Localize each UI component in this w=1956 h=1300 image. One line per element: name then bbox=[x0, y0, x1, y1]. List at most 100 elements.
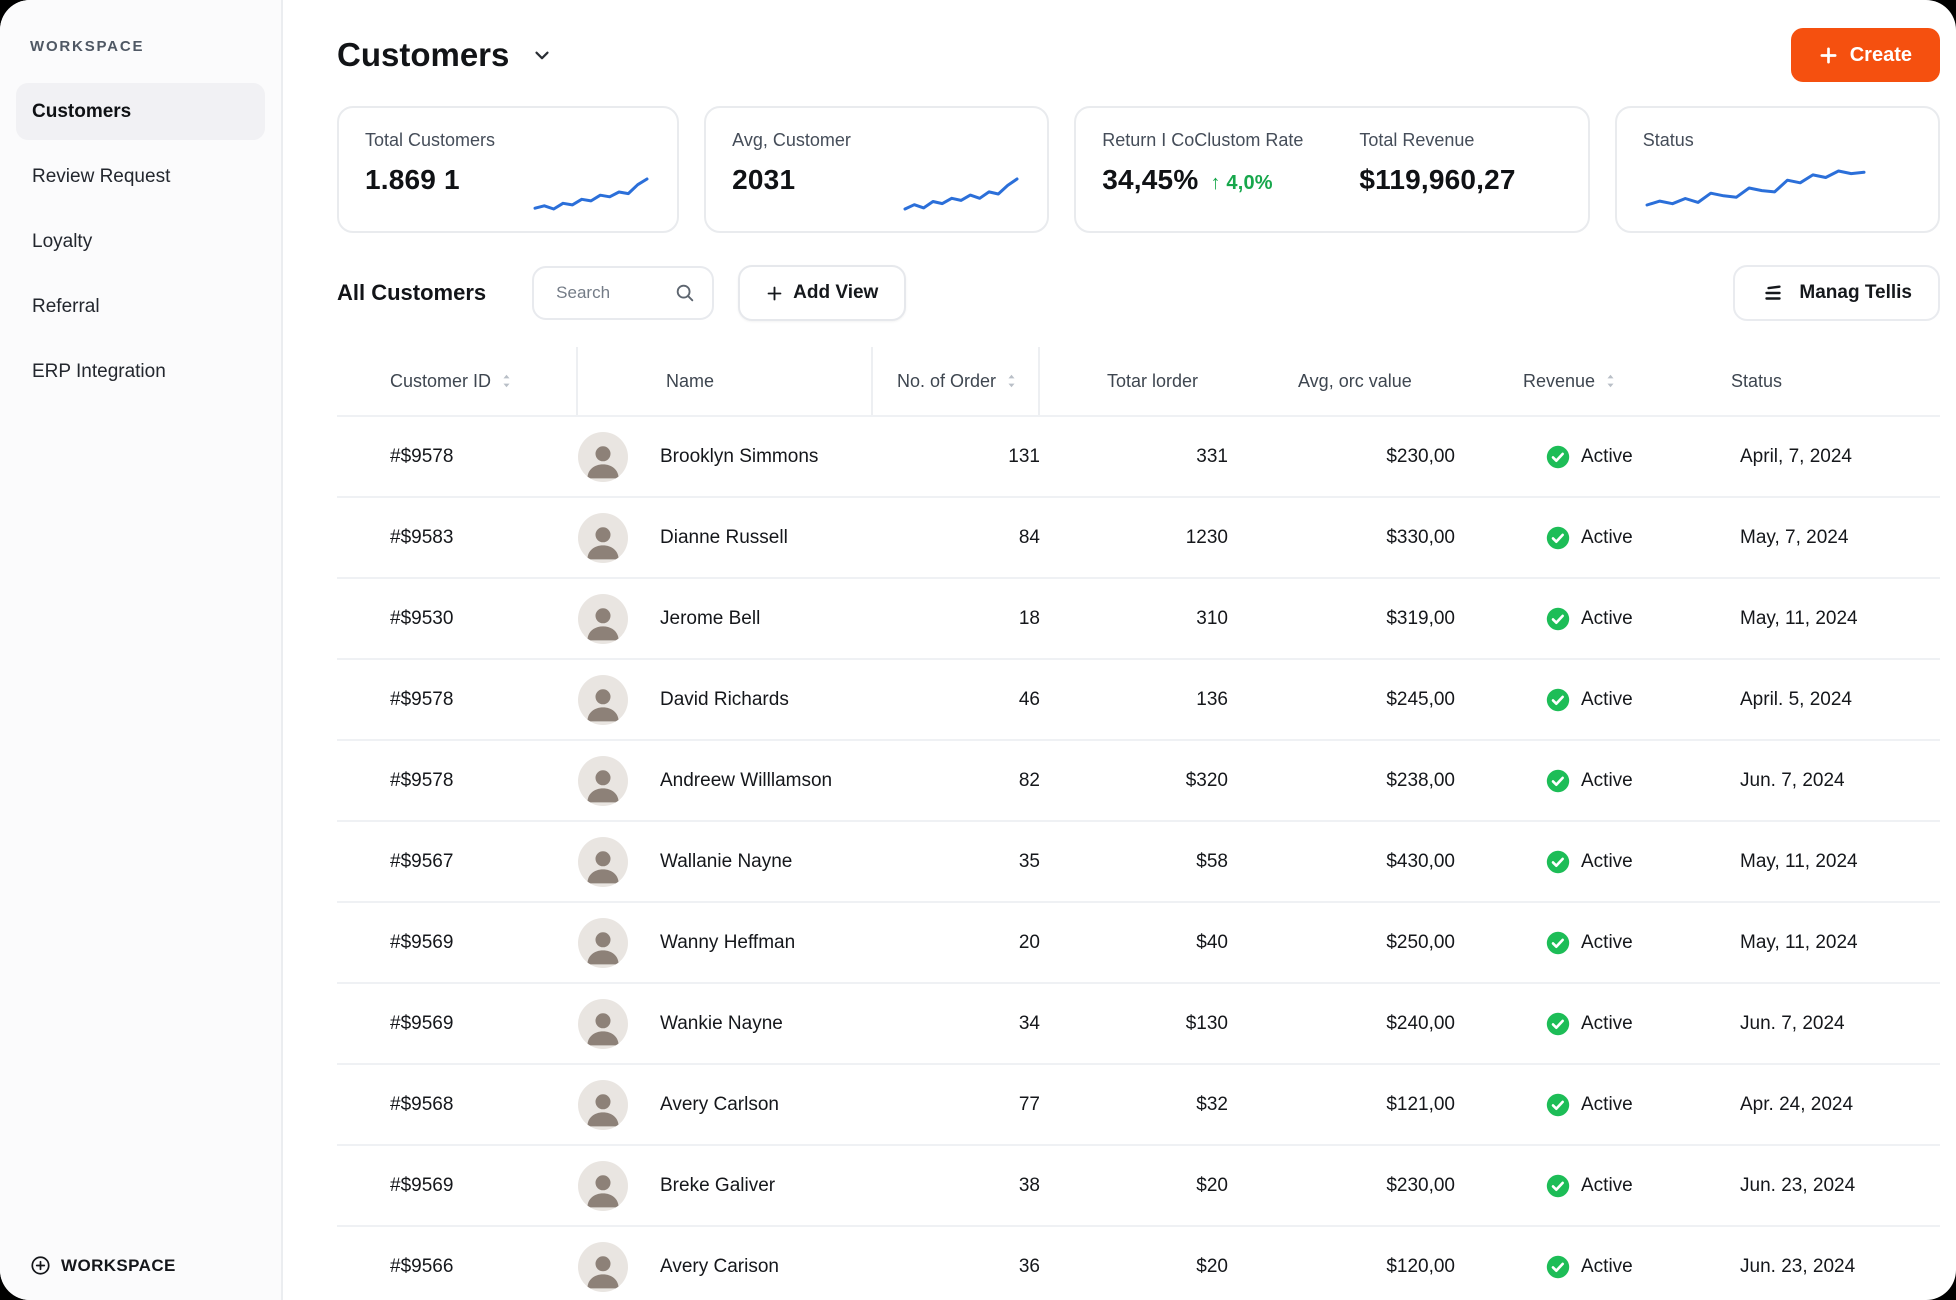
plus-circle-icon bbox=[30, 1255, 51, 1276]
table-row[interactable]: #$9578 Andreew Willlamson 82 $320 $238,0… bbox=[337, 741, 1940, 822]
table-row[interactable]: #$9566 Avery Carison 36 $20 $120,00 Acti… bbox=[337, 1227, 1940, 1300]
plus-icon bbox=[766, 285, 783, 302]
column-header-customer-id[interactable]: Customer ID bbox=[337, 347, 578, 415]
table-row[interactable]: #$9578 David Richards 46 136 $245,00 Act… bbox=[337, 660, 1940, 741]
sidebar: WORKSPACE Customers Review Request Loyal… bbox=[0, 0, 283, 1300]
stats-cards: Total Customers 1.869 1 Avg, Customer 20… bbox=[337, 106, 1940, 233]
customer-name: Wallanie Nayne bbox=[660, 850, 793, 872]
date: Jun. 7, 2024 bbox=[1740, 1012, 1845, 1034]
page-header: Customers Create bbox=[337, 28, 1940, 82]
table-row[interactable]: #$9569 Wanny Heffman 20 $40 $250,00 Acti… bbox=[337, 903, 1940, 984]
orders-cell: 35 bbox=[1018, 850, 1040, 872]
avg-order-value-cell: $330,00 bbox=[1386, 526, 1455, 548]
check-circle-icon bbox=[1545, 687, 1571, 713]
orders-cell: 131 bbox=[1008, 445, 1040, 467]
avg-order-value-cell: $319,00 bbox=[1386, 607, 1455, 629]
table-header-row: Customer ID Name No. of Order Totar lord… bbox=[337, 347, 1940, 417]
status-cell: Active bbox=[1455, 1254, 1690, 1280]
customer-name: Avery Carison bbox=[660, 1255, 779, 1277]
stat-card-total-customers: Total Customers 1.869 1 bbox=[337, 106, 680, 233]
sparkline-chart bbox=[901, 175, 1021, 213]
date-cell: May, 11, 2024 bbox=[1690, 851, 1940, 873]
avatar bbox=[578, 674, 628, 725]
check-circle-icon bbox=[1545, 1173, 1571, 1199]
avg-order-value-cell: $230,00 bbox=[1386, 445, 1455, 467]
status-badge: Active bbox=[1545, 1173, 1633, 1199]
orders-cell: 18 bbox=[1018, 607, 1040, 629]
add-view-button[interactable]: Add View bbox=[738, 265, 907, 321]
status-cell: Active bbox=[1455, 1011, 1690, 1037]
column-header-no-of-order[interactable]: No. of Order bbox=[873, 347, 1040, 415]
total-order-cell: 331 bbox=[1196, 445, 1228, 467]
avg-order-value-cell: $121,00 bbox=[1386, 1093, 1455, 1115]
column-header-status: Status bbox=[1731, 370, 1783, 391]
customer-id-cell: #$9566 bbox=[390, 1255, 454, 1277]
date-cell: April. 5, 2024 bbox=[1690, 689, 1940, 711]
avatar bbox=[578, 593, 628, 644]
stat-value: 1.869 1 bbox=[365, 164, 460, 195]
column-header-revenue[interactable]: Revenue bbox=[1455, 347, 1690, 415]
orders-cell: 36 bbox=[1018, 1255, 1040, 1277]
customer-name-cell: Andreew Willlamson bbox=[578, 755, 873, 806]
table-row[interactable]: #$9569 Wankie Nayne 34 $130 $240,00 Acti… bbox=[337, 984, 1940, 1065]
customer-id-cell: #$9578 bbox=[390, 445, 454, 467]
customers-table: Customer ID Name No. of Order Totar lord… bbox=[337, 347, 1940, 1300]
workspace-switcher[interactable]: WORKSPACE bbox=[30, 1255, 176, 1276]
table-row[interactable]: #$9578 Brooklyn Simmons 131 331 $230,00 … bbox=[337, 417, 1940, 498]
status-cell: Active bbox=[1455, 768, 1690, 794]
customer-name: David Richards bbox=[660, 688, 789, 710]
avatar bbox=[578, 512, 628, 563]
sidebar-item-customers[interactable]: Customers bbox=[16, 83, 265, 140]
search-input[interactable] bbox=[554, 282, 665, 304]
avg-order-value-cell: $245,00 bbox=[1386, 688, 1455, 710]
orders-cell: 20 bbox=[1018, 931, 1040, 953]
customer-name-cell: Jerome Bell bbox=[578, 593, 873, 644]
customer-id-cell: #$9569 bbox=[390, 1012, 454, 1034]
date: May, 11, 2024 bbox=[1740, 607, 1858, 629]
customer-name-cell: David Richards bbox=[578, 674, 873, 725]
avatar bbox=[578, 917, 628, 968]
sidebar-item-erp-integration[interactable]: ERP Integration bbox=[32, 360, 166, 382]
plus-icon bbox=[1819, 46, 1838, 65]
date-cell: Jun. 23, 2024 bbox=[1690, 1175, 1940, 1197]
date: May, 11, 2024 bbox=[1740, 931, 1858, 953]
table-row[interactable]: #$9530 Jerome Bell 18 310 $319,00 Active… bbox=[337, 579, 1940, 660]
list-lines-icon bbox=[1761, 281, 1785, 305]
date: May, 7, 2024 bbox=[1740, 526, 1849, 548]
avg-order-value-cell: $230,00 bbox=[1386, 1174, 1455, 1196]
manage-tables-button[interactable]: Manag Tellis bbox=[1733, 265, 1940, 321]
column-header-total-order: Totar lorder bbox=[1107, 370, 1199, 391]
sidebar-item-review-request[interactable]: Review Request bbox=[32, 165, 171, 187]
column-header-avg-order-value: Avg, orc value bbox=[1298, 370, 1412, 391]
sidebar-item-loyalty[interactable]: Loyalty bbox=[32, 230, 93, 252]
table-row[interactable]: #$9569 Breke Galiver 38 $20 $230,00 Acti… bbox=[337, 1146, 1940, 1227]
orders-cell: 82 bbox=[1018, 769, 1040, 791]
table-row[interactable]: #$9568 Avery Carlson 77 $32 $121,00 Acti… bbox=[337, 1065, 1940, 1146]
stat-value: $119,960,27 bbox=[1359, 164, 1516, 195]
customer-name: Wanny Heffman bbox=[660, 931, 796, 953]
total-revenue-metric: Total Revenue $119,960,27 bbox=[1359, 130, 1515, 196]
customer-name-cell: Avery Carison bbox=[578, 1241, 873, 1292]
sidebar-item-referral[interactable]: Referral bbox=[32, 295, 100, 317]
search-box[interactable] bbox=[532, 266, 715, 320]
create-button[interactable]: Create bbox=[1790, 28, 1940, 82]
orders-cell: 46 bbox=[1018, 688, 1040, 710]
customer-name: Breke Galiver bbox=[660, 1174, 776, 1196]
customer-id-cell: #$9568 bbox=[390, 1093, 454, 1115]
page-title: Customers bbox=[337, 36, 510, 73]
check-circle-icon bbox=[1545, 849, 1571, 875]
table-row[interactable]: #$9583 Dianne Russell 84 1230 $330,00 Ac… bbox=[337, 498, 1940, 579]
search-icon[interactable] bbox=[674, 282, 696, 304]
status-badge: Active bbox=[1545, 444, 1633, 470]
date-cell: Jun. 7, 2024 bbox=[1690, 1013, 1940, 1035]
avg-order-value-cell: $238,00 bbox=[1386, 769, 1455, 791]
chevron-down-icon[interactable] bbox=[531, 44, 553, 66]
check-circle-icon bbox=[1545, 606, 1571, 632]
customer-id-cell: #$9567 bbox=[390, 850, 454, 872]
customer-name: Brooklyn Simmons bbox=[660, 445, 819, 467]
total-order-cell: 310 bbox=[1196, 607, 1228, 629]
stat-label: Total Revenue bbox=[1359, 130, 1475, 150]
table-row[interactable]: #$9567 Wallanie Nayne 35 $58 $430,00 Act… bbox=[337, 822, 1940, 903]
avatar bbox=[578, 998, 628, 1049]
status-cell: Active bbox=[1455, 525, 1690, 551]
